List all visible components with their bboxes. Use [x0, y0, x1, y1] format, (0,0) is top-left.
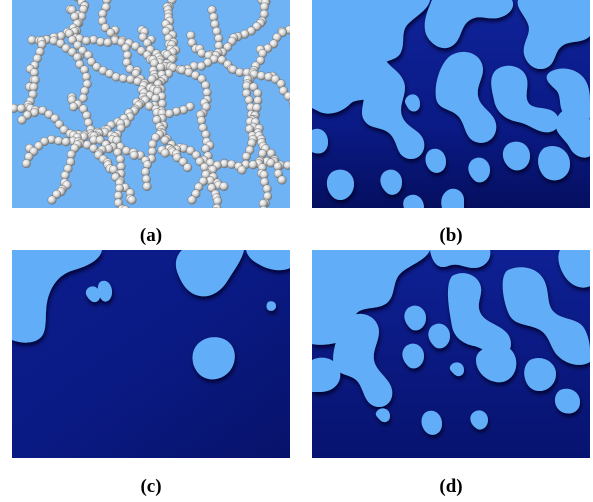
particle — [67, 35, 77, 45]
particle — [17, 115, 27, 125]
particle — [186, 146, 196, 156]
panel-d-fluid-pattern — [312, 250, 590, 458]
particle — [21, 159, 31, 169]
particle — [69, 102, 79, 112]
particle — [81, 36, 91, 46]
particle — [78, 93, 88, 103]
particle — [142, 181, 152, 191]
panel-c-fluid-pattern — [12, 250, 290, 458]
light-fluid-domains — [12, 250, 290, 380]
particle — [213, 207, 219, 208]
particle — [127, 195, 137, 205]
particle — [219, 181, 229, 191]
panel-b-fluid-pattern — [312, 0, 590, 208]
particle — [187, 195, 197, 205]
particle — [277, 175, 287, 185]
panel-b-caption: (b) — [439, 225, 463, 246]
particle — [283, 91, 290, 101]
particle — [196, 61, 206, 71]
particle — [259, 205, 268, 208]
particle-cluster-layer — [12, 0, 290, 208]
particle — [248, 160, 258, 170]
particle — [164, 109, 174, 119]
particle — [237, 165, 247, 175]
particle — [121, 205, 130, 208]
particle — [16, 103, 26, 113]
particle — [86, 57, 96, 67]
particle — [160, 135, 170, 145]
panel-d-caption: (d) — [439, 476, 463, 497]
particle — [100, 23, 110, 33]
panel-a-caption: (a) — [139, 225, 163, 246]
particle — [212, 203, 222, 208]
light-fluid-domains — [312, 250, 590, 435]
particle — [160, 148, 170, 158]
particle — [289, 101, 290, 108]
light-fluid-domains — [312, 0, 590, 208]
panel-a-particles — [12, 0, 290, 208]
particle — [34, 141, 44, 151]
particle — [61, 137, 71, 147]
particle — [283, 160, 290, 170]
panel-c-caption: (c) — [140, 476, 162, 497]
particle — [47, 195, 57, 205]
dark-fluid-background — [12, 250, 290, 458]
particle — [223, 42, 233, 52]
particle — [103, 37, 113, 47]
particle — [129, 150, 139, 160]
particle — [183, 163, 193, 173]
